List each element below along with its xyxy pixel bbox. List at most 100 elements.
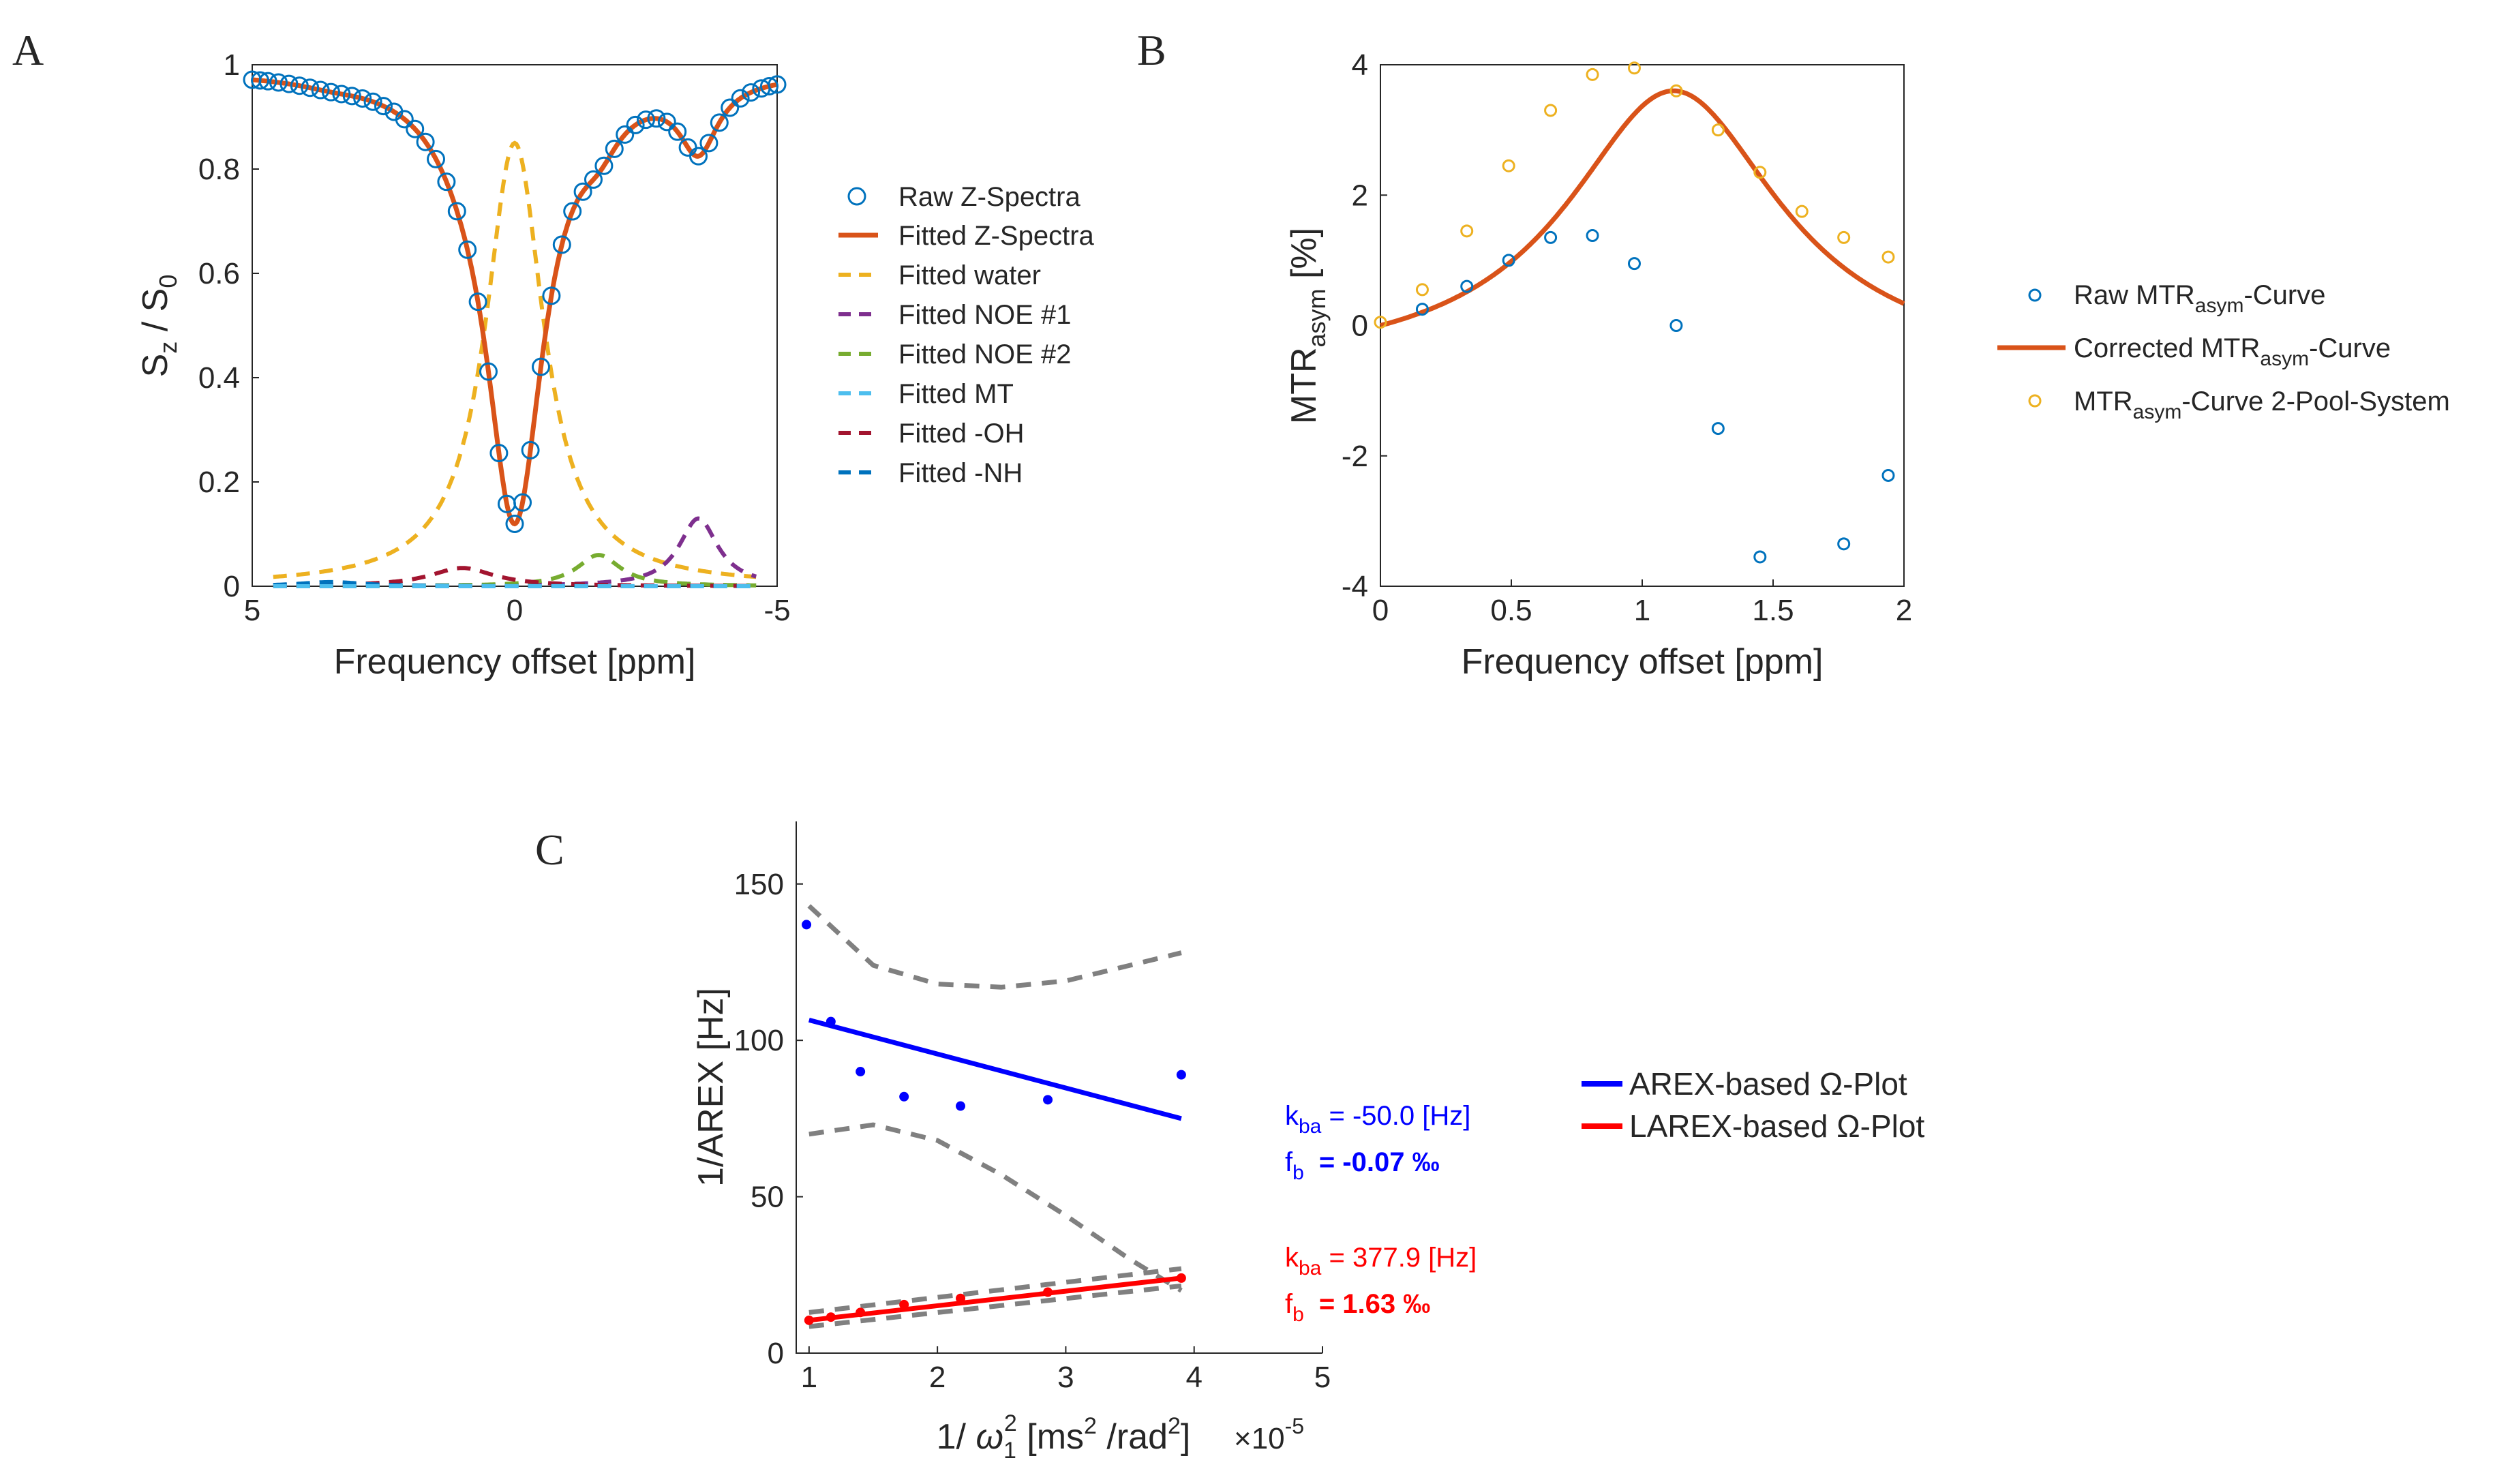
legend-label: Fitted NOE #2 <box>898 339 1071 369</box>
legend-fitted-nh: Fitted -NH <box>838 458 1023 488</box>
legend-label: Fitted -OH <box>898 419 1024 449</box>
legend-label: Raw MTRasym-Curve <box>2074 280 2326 317</box>
raw-z-spectra-point <box>542 286 561 305</box>
raw-mtrasym-point <box>1881 468 1895 482</box>
larex-point <box>1043 1287 1053 1297</box>
panel-b-label: B <box>1137 26 1166 74</box>
raw-mtrasym-point <box>1711 422 1725 436</box>
raw-z-spectra-point <box>269 73 288 92</box>
raw-z-spectra-point <box>668 122 687 141</box>
raw-z-spectra-point <box>637 110 655 130</box>
raw-z-spectra-point <box>416 132 435 151</box>
x-tick-label: 0 <box>506 594 523 627</box>
raw-z-spectra-point <box>479 362 498 381</box>
panel-b-xlabel: Frequency offset [ppm] <box>1462 642 1824 682</box>
panel-a-legend: Raw Z-Spectra Fitted Z-Spectra Fitted wa… <box>838 182 1095 488</box>
raw-z-spectra-point <box>768 75 787 94</box>
raw-z-spectra-point <box>647 109 666 128</box>
larex-point <box>899 1299 909 1309</box>
x-tick-label: 2 <box>1896 594 1912 627</box>
y-tick-label: 0.4 <box>198 361 240 395</box>
legend-marker-circle <box>2028 288 2042 302</box>
two-pool-mtrasym-point <box>1627 61 1641 75</box>
x-tick-label: 1 <box>801 1361 817 1394</box>
panel-a-ylabel: Sz / S0 <box>136 275 182 378</box>
larex-point <box>1176 1273 1186 1283</box>
raw-mtrasym-point <box>1544 230 1558 244</box>
legend-fitted-oh: Fitted -OH <box>838 419 1024 449</box>
legend-larex-omega-plot: LAREX-based Ω-Plot <box>1582 1108 1924 1144</box>
raw-z-spectra-point <box>437 172 456 192</box>
raw-z-spectra-point <box>322 82 340 102</box>
y-tick-label: -2 <box>1342 440 1368 473</box>
x-tick-label: 4 <box>1185 1361 1202 1394</box>
arex-ci-upper <box>807 904 1182 990</box>
legend-fitted-mt: Fitted MT <box>838 379 1014 409</box>
legend-fitted-water: Fitted water <box>838 260 1041 290</box>
x-tick-label: 5 <box>244 594 260 627</box>
panel-c-plot-area <box>802 904 1186 1329</box>
raw-z-spectra-point <box>605 139 624 158</box>
x-tick-label: 3 <box>1057 1361 1074 1394</box>
raw-z-spectra-point <box>616 125 635 144</box>
legend-label: Fitted -NH <box>898 458 1023 488</box>
raw-z-spectra-point <box>342 87 361 106</box>
raw-z-spectra-point <box>395 110 414 129</box>
raw-z-spectra-point <box>458 240 477 259</box>
raw-mtrasym-point <box>1753 550 1767 564</box>
arex-point <box>899 1091 909 1102</box>
legend-label: AREX-based Ω-Plot <box>1629 1066 1907 1102</box>
legend-fitted-noe2: Fitted NOE #2 <box>838 339 1071 369</box>
arex-point <box>1176 1070 1186 1080</box>
two-pool-mtrasym-point <box>1669 84 1683 97</box>
panel-c-label: C <box>535 826 564 874</box>
legend-fitted-z-spectra: Fitted Z-Spectra <box>838 221 1095 251</box>
legend-raw-mtrasym: Raw MTRasym-Curve <box>2028 280 2326 317</box>
panel-b-plot-area <box>1374 61 1905 564</box>
raw-z-spectra-point <box>626 115 645 134</box>
raw-z-spectra-point <box>489 444 509 463</box>
legend-label: LAREX-based Ω-Plot <box>1629 1108 1924 1144</box>
raw-mtrasym-point <box>1669 319 1683 332</box>
y-tick-label: 2 <box>1352 179 1368 212</box>
fitted-water-curve <box>273 140 757 579</box>
panel-b-ylabel: MTRasym [%] <box>1284 228 1331 424</box>
larex-ci-lower <box>808 1283 1182 1329</box>
x-tick-label: 5 <box>1314 1361 1331 1394</box>
raw-z-spectra-point <box>584 170 603 189</box>
panel-c-xlabel: 1/ ω12 [ms2 /rad2] <box>937 1410 1191 1464</box>
arex-fit-line <box>808 1017 1182 1121</box>
raw-z-spectra-point <box>563 202 582 221</box>
panel-c-legend: AREX-based Ω-Plot LAREX-based Ω-Plot <box>1582 1066 1924 1144</box>
two-pool-mtrasym-point <box>1711 123 1725 137</box>
annotation-arex-kba: kba = -50.0 [Hz] <box>1285 1101 1470 1138</box>
x-tick-label: -5 <box>763 594 790 627</box>
larex-point <box>856 1307 866 1318</box>
two-pool-mtrasym-point <box>1415 283 1429 297</box>
raw-z-spectra-point <box>353 89 372 108</box>
x-tick-label: 0.5 <box>1490 594 1532 627</box>
legend-raw-z-spectra: Raw Z-Spectra <box>847 182 1080 212</box>
two-pool-mtrasym-point <box>1753 166 1767 179</box>
raw-z-spectra-point <box>552 235 571 254</box>
legend-label: Fitted MT <box>898 379 1014 409</box>
raw-z-spectra-point <box>657 112 676 132</box>
arex-point <box>1043 1095 1053 1105</box>
raw-mtrasym-point <box>1586 229 1599 243</box>
raw-z-spectra-point <box>689 147 708 166</box>
legend-fitted-noe1: Fitted NOE #1 <box>838 300 1071 330</box>
raw-z-spectra-point <box>258 72 277 91</box>
two-pool-mtrasym-point <box>1544 104 1558 117</box>
arex-ci-lower <box>808 1122 1183 1293</box>
arex-point <box>856 1067 866 1077</box>
y-tick-label: 150 <box>734 868 784 901</box>
x-tick-label: 1 <box>1634 594 1650 627</box>
y-tick-label: 0 <box>1352 309 1368 343</box>
y-tick-label: 100 <box>734 1024 784 1057</box>
x-tick-label: 2 <box>929 1361 946 1394</box>
panel-b-legend: Raw MTRasym-Curve Corrected MTRasym-Curv… <box>1997 280 2450 423</box>
annotation-arex-fb: fb = -0.07 ‰ <box>1285 1147 1440 1184</box>
larex-fit-line <box>808 1275 1182 1323</box>
arex-point <box>802 920 812 930</box>
